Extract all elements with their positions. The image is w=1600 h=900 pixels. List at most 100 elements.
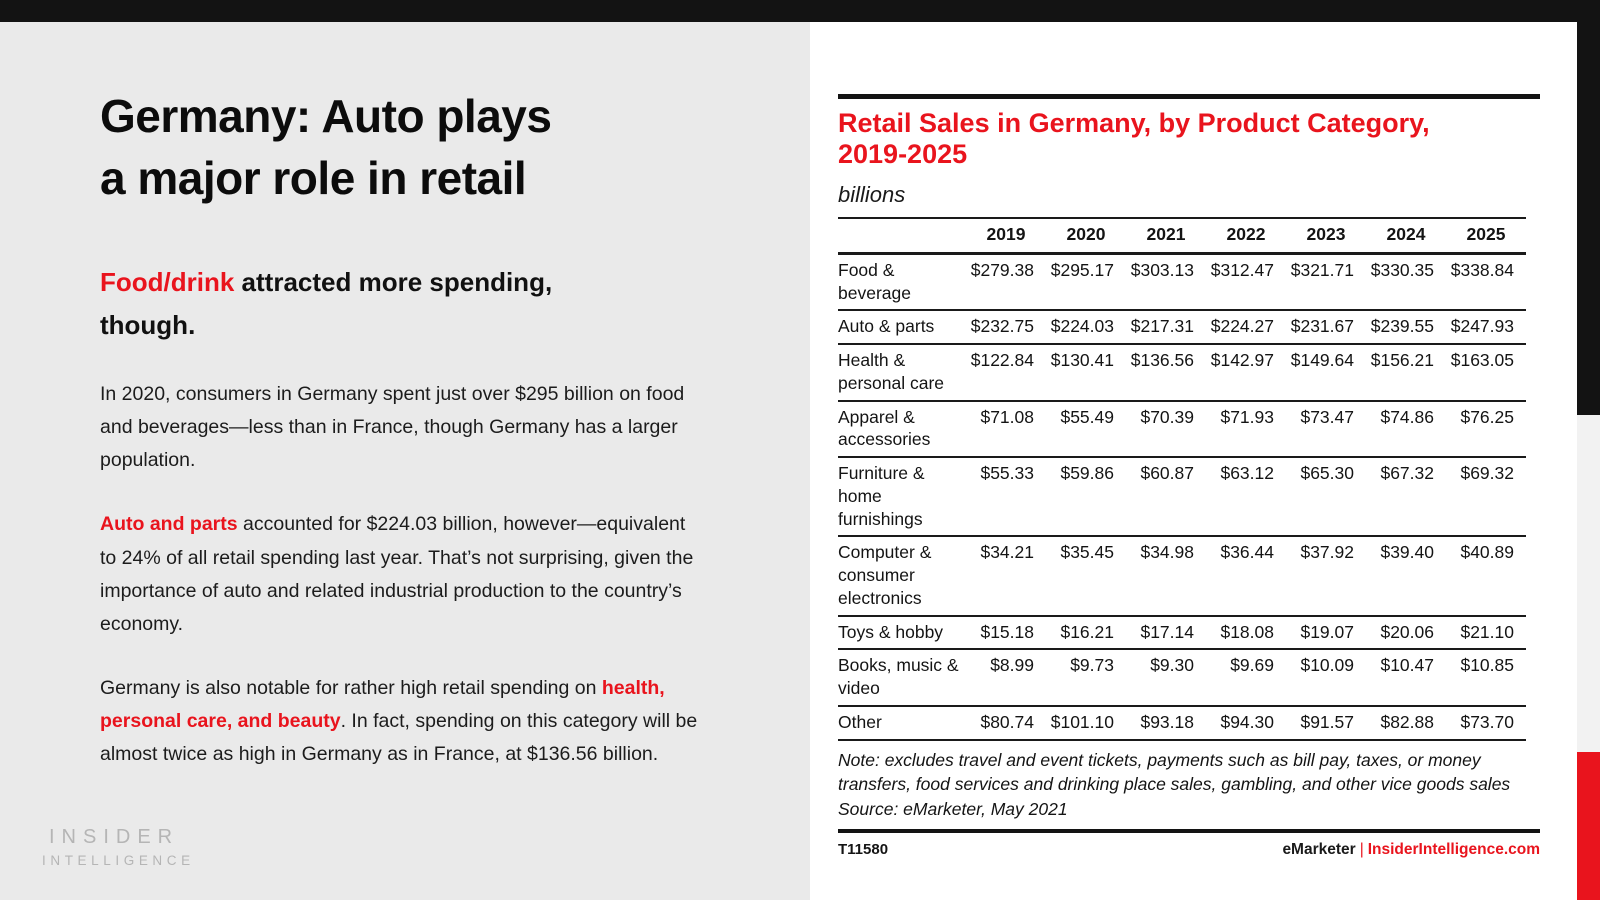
category-cell: Health & personal care [838, 344, 966, 402]
value-cell: $231.67 [1286, 310, 1366, 346]
table-row: Auto & parts $232.75 $224.03 $217.31 $224.27… [838, 310, 1526, 346]
value-cell: $34.98 [1126, 536, 1206, 617]
page-title: Germany: Auto plays a major role in reta… [100, 86, 712, 209]
value-cell: $9.73 [1046, 649, 1126, 707]
value-cell: $321.71 [1286, 253, 1366, 312]
value-cell: $8.99 [966, 649, 1046, 707]
text-segment: accounted for $224.03 billion, however—e… [100, 513, 694, 635]
value-cell: $70.39 [1126, 400, 1206, 459]
category-cell: Apparel & accessories [838, 400, 966, 459]
value-cell: $149.64 [1286, 344, 1366, 402]
value-cell: $71.08 [966, 400, 1046, 459]
insiderintelligence-link: InsiderIntelligence.com [1367, 840, 1540, 858]
year-column-header: 2020 [1046, 217, 1126, 255]
retail-sales-table-figure: Retail Sales in Germany, by Product Cate… [838, 94, 1540, 859]
value-cell: $10.09 [1286, 649, 1366, 707]
value-cell: $36.44 [1206, 536, 1286, 617]
figure-brands: eMarketer | InsiderIntelligence.com [1282, 841, 1540, 859]
value-cell: $67.32 [1366, 457, 1446, 538]
value-cell: $71.93 [1206, 400, 1286, 459]
year-column-header: 2025 [1446, 217, 1526, 255]
value-cell: $122.84 [966, 344, 1046, 402]
insider-intelligence-logo: INSIDER INTELLIGENCE [42, 826, 195, 868]
value-cell: $20.06 [1366, 615, 1446, 651]
text-segment: In 2020, consumers in Germany spent just… [100, 383, 685, 472]
value-cell: $60.87 [1126, 457, 1206, 538]
body-paragraph-2: Auto and parts accounted for $224.03 bil… [100, 508, 706, 641]
value-cell: $136.56 [1126, 344, 1206, 402]
chart-panel: Retail Sales in Germany, by Product Cate… [810, 22, 1577, 900]
value-cell: $93.18 [1126, 705, 1206, 741]
category-cell: Food & beverage [838, 253, 966, 312]
figure-title-line2: 2019-2025 [838, 139, 968, 170]
value-cell: $224.03 [1046, 310, 1126, 346]
value-cell: $69.32 [1446, 457, 1526, 538]
table-row: Books, music & video $8.99 $9.73 $9.30 $9.69… [838, 649, 1526, 707]
value-cell: $17.14 [1126, 615, 1206, 651]
slide-text-panel: Germany: Auto plays a major role in reta… [0, 22, 810, 900]
value-cell: $279.38 [966, 253, 1046, 312]
value-cell: $9.69 [1206, 649, 1286, 707]
figure-title: Retail Sales in Germany, by Product Cate… [838, 108, 1540, 170]
value-cell: $303.13 [1126, 253, 1206, 312]
year-column-header: 2021 [1126, 217, 1206, 255]
edge-strip-gray [1577, 415, 1600, 752]
emarketer-brand: eMarketer [1282, 840, 1356, 858]
value-cell: $74.86 [1366, 400, 1446, 459]
slide-subhead: Food/drink attracted more spending, thou… [100, 261, 640, 347]
text-segment: Germany is also notable for rather high … [100, 677, 602, 700]
table-row: Furniture & home furnishings $55.33 $59.86… [838, 457, 1526, 538]
value-cell: $19.07 [1286, 615, 1366, 651]
text-segment: attracted more spending, though. [100, 267, 553, 341]
value-cell: $35.45 [1046, 536, 1126, 617]
value-cell: $232.75 [966, 310, 1046, 346]
value-cell: $18.08 [1206, 615, 1286, 651]
category-cell: Computer & consumer electronics [838, 536, 966, 617]
value-cell: $16.21 [1046, 615, 1126, 651]
year-column-header: 2022 [1206, 217, 1286, 255]
value-cell: $40.89 [1446, 536, 1526, 617]
category-cell: Books, music & video [838, 649, 966, 707]
logo-line1: INSIDER [49, 826, 180, 848]
figure-unit-label: billions [838, 182, 906, 208]
value-cell: $101.10 [1046, 705, 1126, 741]
value-cell: $55.49 [1046, 400, 1126, 459]
year-column-header: 2019 [966, 217, 1046, 255]
accent-text-segment: Food/drink [100, 267, 235, 298]
value-cell: $10.47 [1366, 649, 1446, 707]
page-title-line2: a major role in retail [100, 151, 527, 204]
value-cell: $330.35 [1366, 253, 1446, 312]
value-cell: $65.30 [1286, 457, 1366, 538]
value-cell: $217.31 [1126, 310, 1206, 346]
value-cell: $21.10 [1446, 615, 1526, 651]
category-cell: Furniture & home furnishings [838, 457, 966, 538]
category-cell: Auto & parts [838, 310, 966, 346]
value-cell: $34.21 [966, 536, 1046, 617]
value-cell: $55.33 [966, 457, 1046, 538]
body-paragraph-3: Germany is also notable for rather high … [100, 672, 706, 771]
table-row: Apparel & accessories $71.08 $55.49 $70.39 $… [838, 400, 1526, 459]
table-row: Health & personal care $122.84 $130.41 $136… [838, 344, 1526, 402]
value-cell: $163.05 [1446, 344, 1526, 402]
value-cell: $94.30 [1206, 705, 1286, 741]
value-cell: $224.27 [1206, 310, 1286, 346]
value-cell: $63.12 [1206, 457, 1286, 538]
value-cell: $59.86 [1046, 457, 1126, 538]
value-cell: $142.97 [1206, 344, 1286, 402]
figure-id: T11580 [838, 840, 889, 858]
figure-top-rule [838, 94, 1540, 99]
year-column-header: 2024 [1366, 217, 1446, 255]
table-row: Toys & hobby $15.18 $16.21 $17.14 $18.08 $19.… [838, 615, 1526, 651]
figure-footer: T11580 eMarketer | InsiderIntelligence.com [838, 841, 1540, 859]
value-cell: $76.25 [1446, 400, 1526, 459]
value-cell: $295.17 [1046, 253, 1126, 312]
value-cell: $91.57 [1286, 705, 1366, 741]
value-cell: $73.47 [1286, 400, 1366, 459]
category-cell: Other [838, 705, 966, 741]
text-segment: . In fact, spending on this category wil… [100, 710, 698, 766]
figure-note: Note: excludes travel and event tickets,… [838, 749, 1511, 794]
value-cell: $130.41 [1046, 344, 1126, 402]
value-cell: $247.93 [1446, 310, 1526, 346]
table-header-row: 2019 2020 2021 2022 2023 2024 2025 [838, 217, 1526, 255]
value-cell: $80.74 [966, 705, 1046, 741]
